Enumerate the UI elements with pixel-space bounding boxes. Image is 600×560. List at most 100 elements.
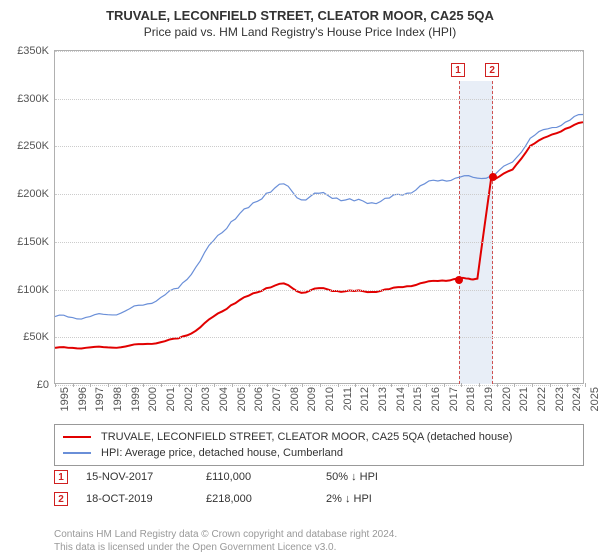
x-tick bbox=[355, 383, 356, 387]
y-tick-label: £100K bbox=[17, 284, 55, 296]
x-tick-label: 2005 bbox=[236, 387, 248, 411]
gridline bbox=[55, 51, 583, 52]
x-tick-label: 2014 bbox=[395, 387, 407, 411]
sales-table: 1 15-NOV-2017 £110,000 50% ↓ HPI 2 18-OC… bbox=[54, 466, 584, 510]
x-tick bbox=[426, 383, 427, 387]
x-tick-label: 1998 bbox=[112, 387, 124, 411]
x-tick bbox=[408, 383, 409, 387]
x-tick-label: 2016 bbox=[430, 387, 442, 411]
x-tick bbox=[214, 383, 215, 387]
series-property bbox=[55, 122, 583, 348]
x-tick-label: 2021 bbox=[518, 387, 530, 411]
x-tick-label: 2003 bbox=[200, 387, 212, 411]
legend-label-property: TRUVALE, LECONFIELD STREET, CLEATOR MOOR… bbox=[101, 431, 512, 443]
sale-price: £218,000 bbox=[206, 493, 326, 505]
x-tick-label: 2006 bbox=[253, 387, 265, 411]
legend-swatch-property bbox=[63, 436, 91, 438]
series-dot bbox=[489, 173, 497, 181]
legend-row-property: TRUVALE, LECONFIELD STREET, CLEATOR MOOR… bbox=[63, 429, 575, 445]
x-tick bbox=[302, 383, 303, 387]
x-tick bbox=[479, 383, 480, 387]
legend: TRUVALE, LECONFIELD STREET, CLEATOR MOOR… bbox=[54, 424, 584, 466]
chart-marker-1: 1 bbox=[451, 63, 465, 77]
gridline bbox=[55, 194, 583, 195]
sale-date: 15-NOV-2017 bbox=[86, 471, 206, 483]
x-tick bbox=[550, 383, 551, 387]
x-tick-label: 2018 bbox=[465, 387, 477, 411]
gridline bbox=[55, 242, 583, 243]
x-tick bbox=[285, 383, 286, 387]
x-tick-label: 2007 bbox=[271, 387, 283, 411]
sales-row: 1 15-NOV-2017 £110,000 50% ↓ HPI bbox=[54, 466, 584, 488]
y-tick-label: £350K bbox=[17, 45, 55, 57]
x-tick bbox=[196, 383, 197, 387]
x-tick-label: 2025 bbox=[589, 387, 600, 411]
x-tick bbox=[55, 383, 56, 387]
x-tick-label: 2002 bbox=[183, 387, 195, 411]
gridline bbox=[55, 290, 583, 291]
x-tick-label: 2004 bbox=[218, 387, 230, 411]
chart-subtitle: Price paid vs. HM Land Registry's House … bbox=[0, 23, 600, 45]
x-tick bbox=[320, 383, 321, 387]
x-tick-label: 2011 bbox=[342, 387, 354, 411]
x-tick bbox=[585, 383, 586, 387]
x-tick bbox=[338, 383, 339, 387]
x-tick-label: 2001 bbox=[165, 387, 177, 411]
x-tick bbox=[514, 383, 515, 387]
x-tick-label: 1997 bbox=[94, 387, 106, 411]
x-tick-label: 2024 bbox=[571, 387, 583, 411]
x-tick bbox=[126, 383, 127, 387]
x-tick-label: 1996 bbox=[77, 387, 89, 411]
x-tick bbox=[73, 383, 74, 387]
x-tick-label: 2008 bbox=[289, 387, 301, 411]
sale-marker-1: 1 bbox=[54, 470, 68, 484]
x-tick bbox=[249, 383, 250, 387]
gridline bbox=[55, 337, 583, 338]
sales-row: 2 18-OCT-2019 £218,000 2% ↓ HPI bbox=[54, 488, 584, 510]
y-tick-label: £250K bbox=[17, 140, 55, 152]
attribution-line-1: Contains HM Land Registry data © Crown c… bbox=[54, 529, 584, 542]
x-tick-label: 2009 bbox=[306, 387, 318, 411]
y-tick-label: £300K bbox=[17, 93, 55, 105]
x-tick-label: 2017 bbox=[448, 387, 460, 411]
y-tick-label: £50K bbox=[23, 331, 55, 343]
legend-swatch-hpi bbox=[63, 452, 91, 453]
x-tick-label: 1999 bbox=[130, 387, 142, 411]
sale-date: 18-OCT-2019 bbox=[86, 493, 206, 505]
gridline bbox=[55, 385, 583, 386]
x-tick-label: 2013 bbox=[377, 387, 389, 411]
sale-diff: 50% ↓ HPI bbox=[326, 471, 446, 483]
x-tick bbox=[179, 383, 180, 387]
attribution: Contains HM Land Registry data © Crown c… bbox=[54, 529, 584, 554]
x-tick-label: 2015 bbox=[412, 387, 424, 411]
x-tick-label: 2000 bbox=[147, 387, 159, 411]
y-tick-label: £0 bbox=[37, 379, 55, 391]
x-tick-label: 1995 bbox=[59, 387, 71, 411]
x-tick bbox=[267, 383, 268, 387]
x-tick bbox=[444, 383, 445, 387]
series-dot bbox=[455, 276, 463, 284]
chart-marker-2: 2 bbox=[485, 63, 499, 77]
x-tick-label: 2012 bbox=[359, 387, 371, 411]
chart-plot-area: £0£50K£100K£150K£200K£250K£300K£350K1995… bbox=[54, 50, 584, 384]
x-tick-label: 2023 bbox=[554, 387, 566, 411]
x-tick bbox=[108, 383, 109, 387]
sale-diff: 2% ↓ HPI bbox=[326, 493, 446, 505]
gridline bbox=[55, 99, 583, 100]
legend-label-hpi: HPI: Average price, detached house, Cumb… bbox=[101, 447, 343, 459]
attribution-line-2: This data is licensed under the Open Gov… bbox=[54, 542, 584, 555]
x-tick-label: 2020 bbox=[501, 387, 513, 411]
legend-row-hpi: HPI: Average price, detached house, Cumb… bbox=[63, 445, 575, 461]
x-tick-label: 2010 bbox=[324, 387, 336, 411]
x-tick bbox=[373, 383, 374, 387]
x-tick bbox=[90, 383, 91, 387]
sale-marker-2: 2 bbox=[54, 492, 68, 506]
y-tick-label: £150K bbox=[17, 236, 55, 248]
x-tick-label: 2019 bbox=[483, 387, 495, 411]
x-tick bbox=[161, 383, 162, 387]
x-tick bbox=[567, 383, 568, 387]
x-tick bbox=[232, 383, 233, 387]
chart-title: TRUVALE, LECONFIELD STREET, CLEATOR MOOR… bbox=[0, 0, 600, 23]
gridline bbox=[55, 146, 583, 147]
x-tick bbox=[143, 383, 144, 387]
